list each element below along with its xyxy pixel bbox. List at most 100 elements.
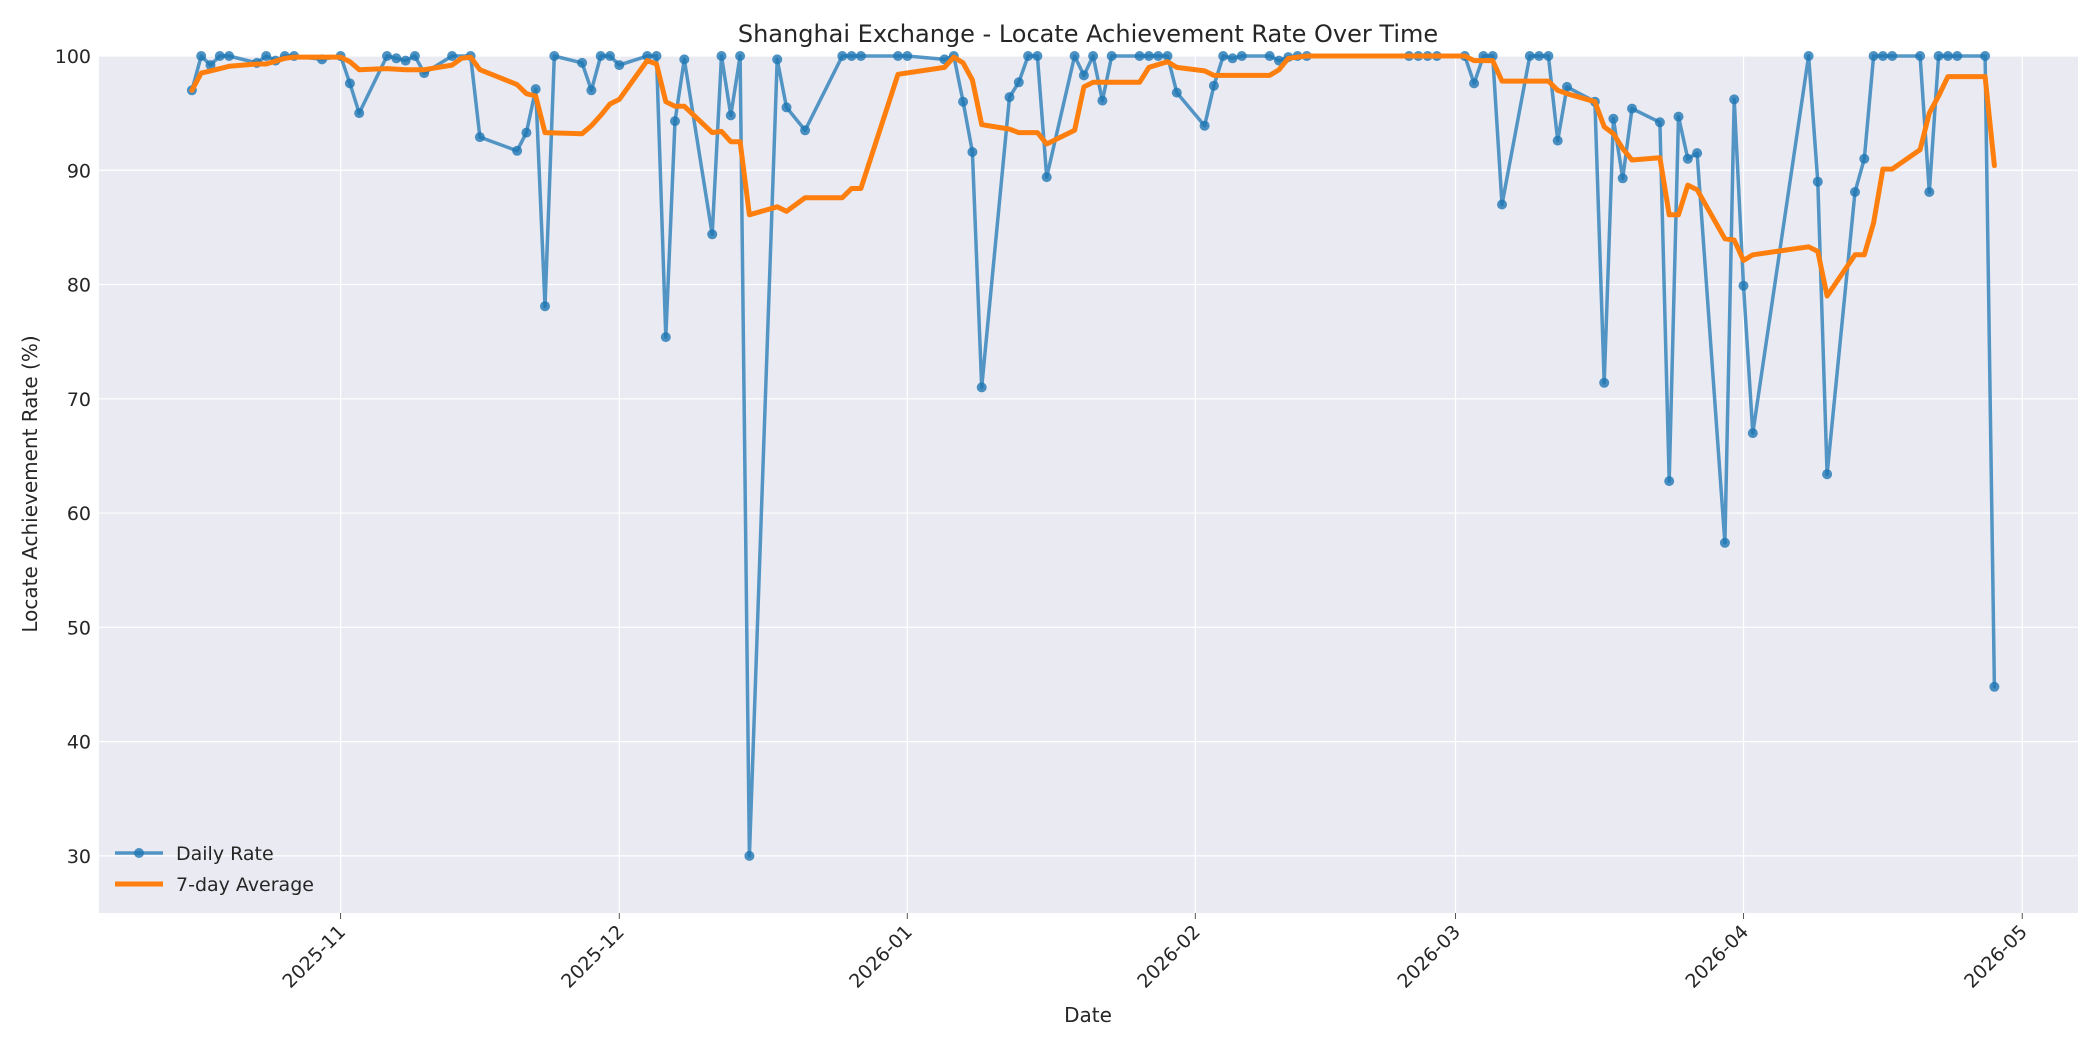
data-point-daily-rate-2025-12-04 <box>642 51 653 61</box>
data-point-daily-rate-2026-03-24 <box>1664 476 1675 487</box>
data-point-daily-rate-2025-11-23 <box>540 301 550 312</box>
data-point-daily-rate-2025-12-11 <box>707 229 718 240</box>
x-tick-label-2025-12: 2025-12 <box>557 921 629 993</box>
x-axis-ticks: 2025-11 2025-12 2026-01 2026-02 2026-03 2026-… <box>278 913 2032 993</box>
data-point-daily-rate-2026-04-23 <box>1942 51 1953 61</box>
data-point-daily-rate-2026-03-06 <box>1497 199 1507 210</box>
data-point-daily-rate-2026-01-12 <box>1004 92 1015 103</box>
data-point-daily-rate-2026-04-22 <box>1933 51 1944 61</box>
data-point-daily-rate-2026-01-20 <box>1078 70 1089 81</box>
data-point-daily-rate-2025-12-06 <box>660 332 671 343</box>
data-point-daily-rate-2025-12-26 <box>846 51 857 61</box>
data-point-daily-rate-2025-11-22 <box>530 84 541 95</box>
chart-title: Shanghai Exchange - Locate Achievement R… <box>738 20 1438 48</box>
x-tick-label-2026-02: 2026-02 <box>1133 921 1205 993</box>
data-point-daily-rate-2026-01-26 <box>1134 51 1145 61</box>
data-point-daily-rate-2025-11-30 <box>605 51 615 61</box>
data-point-daily-rate-2025-11-16 <box>474 132 485 143</box>
data-point-daily-rate-2026-03-09 <box>1524 51 1535 61</box>
data-point-daily-rate-2025-10-18 <box>205 60 216 71</box>
legend-label-7-day-average: 7-day Average <box>176 874 314 896</box>
data-point-daily-rate-2026-03-12 <box>1552 135 1563 146</box>
data-point-daily-rate-2025-12-01 <box>614 60 625 71</box>
data-point-daily-rate-2025-12-21 <box>800 125 811 136</box>
data-point-daily-rate-2026-03-30 <box>1719 537 1730 548</box>
data-point-daily-rate-2025-12-31 <box>893 51 903 61</box>
data-point-daily-rate-2026-04-21 <box>1924 187 1935 197</box>
data-point-daily-rate-2025-11-24 <box>549 51 560 61</box>
data-point-daily-rate-2026-01-21 <box>1088 51 1099 61</box>
data-point-daily-rate-2025-10-17 <box>196 51 207 61</box>
data-point-daily-rate-2026-03-03 <box>1469 78 1480 89</box>
y-axis-ticks: 30 40 50 60 70 80 90 100 <box>55 46 91 868</box>
data-point-daily-rate-2026-03-18 <box>1608 113 1619 124</box>
grid-lines <box>99 55 2078 913</box>
data-point-daily-rate-2025-12-05 <box>651 51 662 61</box>
data-point-daily-rate-2025-12-19 <box>781 102 792 113</box>
series-line-7-day-average <box>189 53 1997 299</box>
x-tick-label-2026-04: 2026-04 <box>1681 921 1753 993</box>
data-point-daily-rate-2025-12-27 <box>855 51 866 61</box>
legend: Daily Rate 7-day Average <box>115 843 314 896</box>
y-tick-label-80: 80 <box>67 275 91 297</box>
data-point-daily-rate-2026-03-10 <box>1534 51 1545 61</box>
data-point-daily-rate-2025-12-12 <box>716 51 727 61</box>
data-point-daily-rate-2026-04-02 <box>1747 428 1758 439</box>
data-point-daily-rate-2026-01-30 <box>1171 87 1182 98</box>
data-point-daily-rate-2025-11-03 <box>354 108 365 119</box>
data-point-daily-rate-2026-02-09 <box>1264 51 1275 61</box>
data-point-daily-rate-2026-02-03 <box>1208 80 1219 91</box>
data-point-daily-rate-2026-01-22 <box>1097 95 1108 106</box>
data-point-daily-rate-2025-10-24 <box>261 51 272 61</box>
plot-background <box>99 56 2078 913</box>
series-layer <box>186 51 2000 861</box>
y-tick-label-100: 100 <box>55 46 91 68</box>
y-tick-label-90: 90 <box>67 160 91 182</box>
data-point-daily-rate-2025-11-09 <box>409 51 420 61</box>
data-point-daily-rate-2026-01-23 <box>1106 51 1117 61</box>
y-tick-label-30: 30 <box>67 846 91 868</box>
data-point-daily-rate-2026-01-29 <box>1162 51 1173 61</box>
data-point-daily-rate-2025-12-15 <box>744 850 755 861</box>
data-point-daily-rate-2026-01-13 <box>1013 77 1024 88</box>
data-point-daily-rate-2025-11-13 <box>447 51 458 61</box>
data-point-daily-rate-2025-12-13 <box>725 110 736 121</box>
data-point-daily-rate-2026-01-19 <box>1069 51 1080 61</box>
data-point-daily-rate-2026-01-27 <box>1143 51 1154 61</box>
data-point-daily-rate-2026-03-11 <box>1543 51 1554 61</box>
x-tick-label-2026-01: 2026-01 <box>845 921 917 993</box>
data-point-daily-rate-2026-03-27 <box>1692 148 1703 159</box>
data-point-daily-rate-2026-04-20 <box>1915 51 1926 61</box>
data-point-daily-rate-2026-03-13 <box>1562 81 1572 92</box>
data-point-daily-rate-2025-10-19 <box>214 51 225 61</box>
data-point-daily-rate-2025-11-21 <box>521 127 532 138</box>
y-tick-label-70: 70 <box>67 389 91 411</box>
data-point-daily-rate-2026-01-28 <box>1153 51 1164 61</box>
data-point-daily-rate-2026-04-15 <box>1868 51 1879 61</box>
data-point-daily-rate-2026-04-08 <box>1803 51 1814 61</box>
y-tick-label-40: 40 <box>67 732 91 754</box>
data-point-daily-rate-2026-01-08 <box>967 147 978 157</box>
data-point-daily-rate-2026-02-05 <box>1227 53 1238 64</box>
series-7-day-average <box>189 53 1997 299</box>
data-point-daily-rate-2026-01-01 <box>902 51 913 61</box>
data-point-daily-rate-2026-04-01 <box>1738 280 1749 291</box>
data-point-daily-rate-2026-03-25 <box>1673 111 1684 122</box>
data-point-daily-rate-2025-11-29 <box>595 51 606 61</box>
data-point-daily-rate-2026-01-07 <box>958 96 969 107</box>
data-point-daily-rate-2026-04-10 <box>1822 469 1833 480</box>
data-point-daily-rate-2025-11-28 <box>586 85 597 96</box>
data-point-daily-rate-2026-03-23 <box>1654 117 1665 128</box>
data-point-daily-rate-2025-12-18 <box>772 54 783 65</box>
data-point-daily-rate-2026-04-28 <box>1989 681 2000 692</box>
data-point-daily-rate-2025-11-02 <box>344 78 355 89</box>
legend-label-daily-rate: Daily Rate <box>176 843 274 865</box>
data-point-daily-rate-2025-11-27 <box>577 57 588 68</box>
data-point-daily-rate-2026-03-26 <box>1682 153 1693 164</box>
data-point-daily-rate-2026-04-24 <box>1952 51 1963 61</box>
data-point-daily-rate-2025-11-08 <box>400 55 411 66</box>
data-point-daily-rate-2026-03-17 <box>1599 377 1610 388</box>
data-point-daily-rate-2026-03-19 <box>1617 173 1628 184</box>
data-point-daily-rate-2026-04-09 <box>1812 176 1823 187</box>
